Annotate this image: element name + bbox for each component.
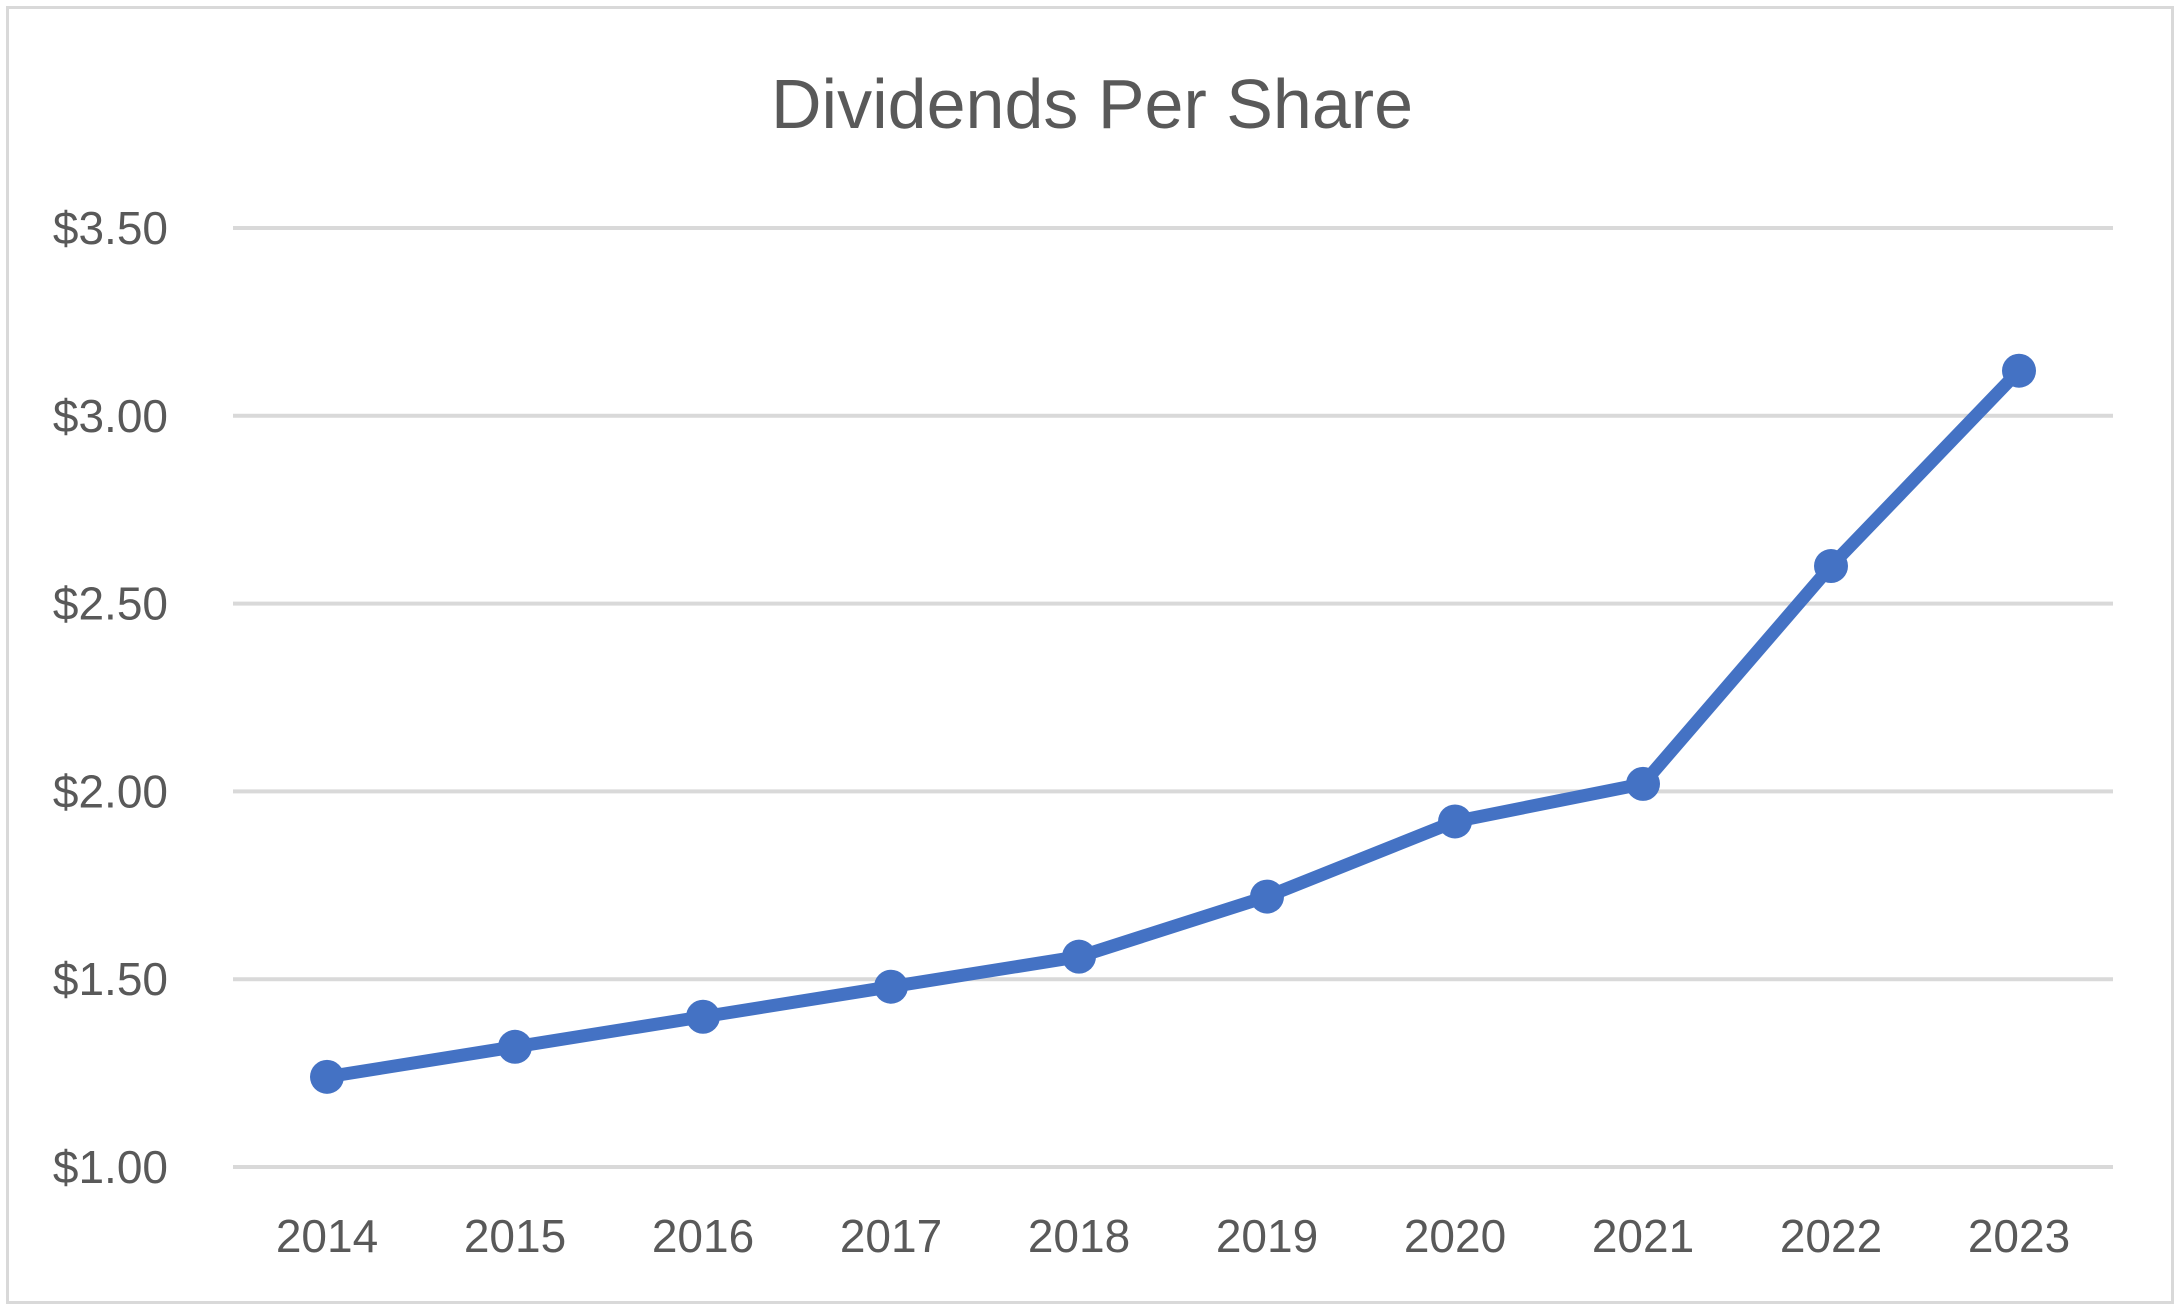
x-tick-label: 2016 (652, 1210, 754, 1262)
data-point[interactable] (686, 999, 720, 1034)
x-tick-label: 2019 (1216, 1210, 1318, 1262)
gridlines (233, 226, 2113, 1169)
x-axis-tick-labels: 2014 2015 2016 2017 2018 2019 2020 2021 2022 2023 (276, 1210, 2070, 1262)
y-tick-label: $2.00 (53, 765, 168, 817)
data-point[interactable] (2002, 353, 2036, 388)
x-tick-label: 2022 (1780, 1210, 1882, 1262)
data-point[interactable] (874, 969, 908, 1004)
series-line-0 (320, 364, 2026, 1084)
y-tick-label: $3.50 (53, 202, 168, 254)
data-point[interactable] (310, 1059, 344, 1094)
y-tick-label: $2.50 (53, 578, 168, 630)
y-axis-tick-labels: $1.00 $1.50 $2.00 $2.50 $3.00 $3.50 (53, 202, 168, 1193)
x-tick-label: 2021 (1592, 1210, 1694, 1262)
data-point[interactable] (1626, 766, 1660, 801)
x-tick-label: 2014 (276, 1210, 378, 1262)
data-point[interactable] (498, 1029, 532, 1064)
series-layer (310, 353, 2036, 1094)
x-tick-label: 2023 (1968, 1210, 2070, 1262)
chart-frame (6, 6, 2174, 1304)
x-tick-label: 2015 (464, 1210, 566, 1262)
y-tick-label: $1.50 (53, 953, 168, 1005)
y-tick-label: $1.00 (53, 1141, 168, 1193)
y-tick-label: $3.00 (53, 390, 168, 442)
data-point[interactable] (1438, 804, 1472, 839)
x-tick-label: 2017 (840, 1210, 942, 1262)
x-tick-label: 2018 (1028, 1210, 1130, 1262)
data-point[interactable] (1062, 939, 1096, 974)
data-point[interactable] (1814, 549, 1848, 584)
chart-title: Dividends Per Share (771, 65, 1413, 143)
x-tick-label: 2020 (1404, 1210, 1506, 1262)
data-point[interactable] (1250, 879, 1284, 914)
